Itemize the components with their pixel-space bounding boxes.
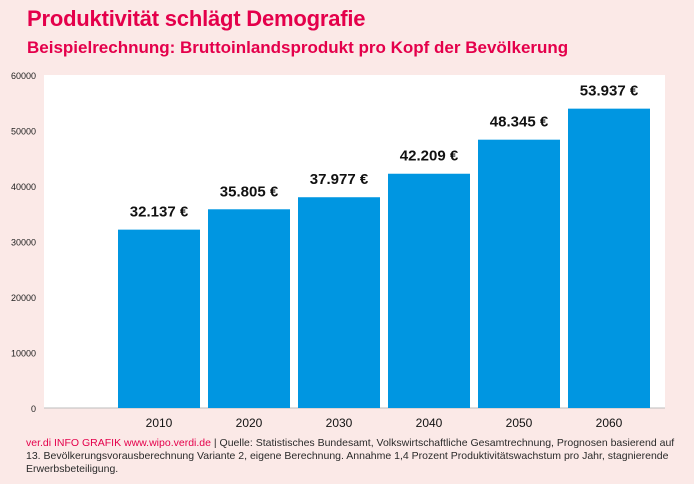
x-tick-label-2020: 2020 (236, 416, 263, 430)
y-tick-label: 30000 (11, 238, 36, 248)
bar-2040 (388, 173, 470, 408)
bar-2030 (298, 197, 380, 408)
data-label-2040: 42.209 € (400, 148, 459, 165)
y-tick-label: 40000 (11, 182, 36, 192)
data-label-2020: 35.805 € (220, 183, 279, 200)
y-tick-label: 10000 (11, 349, 36, 359)
chart-subtitle: Beispielrechnung: Bruttoinlandsprodukt p… (27, 38, 569, 57)
bar-2020 (208, 209, 290, 408)
x-tick-label-2030: 2030 (326, 416, 353, 430)
data-label-2050: 48.345 € (490, 114, 549, 131)
x-tick-label-2060: 2060 (596, 416, 623, 430)
x-tick-label-2050: 2050 (506, 416, 533, 430)
source-brand: ver.di INFO GRAFIK www.wipo.verdi.de (26, 437, 211, 449)
bar-2060 (568, 108, 650, 408)
y-tick-label: 50000 (11, 127, 36, 137)
chart-title: Produktivität schlägt Demografie (27, 6, 366, 31)
x-tick-label-2010: 2010 (146, 416, 173, 430)
source-separator: | (210, 437, 220, 449)
data-label-2010: 32.137 € (130, 204, 189, 221)
bar-2010 (118, 229, 200, 408)
y-tick-label: 20000 (11, 293, 36, 303)
data-label-2030: 37.977 € (310, 171, 369, 188)
y-tick-label: 0 (31, 404, 36, 414)
data-label-2060: 53.937 € (580, 83, 639, 100)
source-note: ver.di INFO GRAFIK www.wipo.verdi.de | Q… (26, 437, 686, 476)
bar-2050 (478, 139, 560, 409)
x-tick-label-2040: 2040 (416, 416, 443, 430)
source-text: Quelle: Statistisches Bundesamt, Volkswi… (26, 437, 675, 475)
y-tick-label: 60000 (11, 71, 36, 81)
